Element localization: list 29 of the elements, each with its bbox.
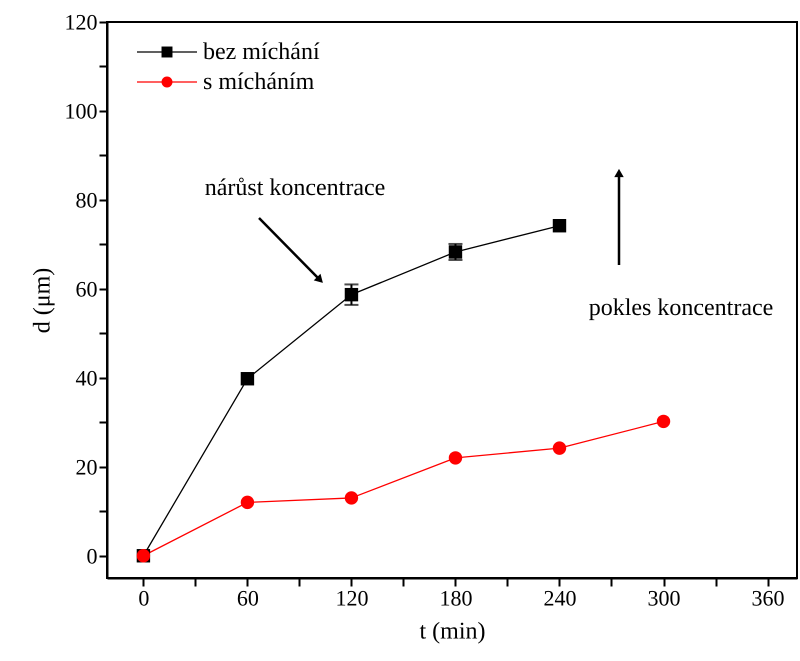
x-tick-label: 300 [648, 586, 681, 610]
y-tick-label: 100 [64, 98, 98, 124]
point [552, 219, 566, 232]
x-tick-label: 60 [236, 586, 259, 610]
x-axis-title: t (min) [420, 618, 486, 644]
annotation: nárůst koncentrace [204, 175, 386, 201]
x-tick-label: 0 [138, 586, 150, 610]
y-axis-title: d (μm) [30, 268, 56, 334]
y-tick-label: 40 [76, 365, 98, 390]
point [240, 372, 254, 386]
y-tick-label: 0 [86, 543, 98, 568]
legend-label: s mícháním [203, 69, 315, 95]
y-tick-label: 80 [76, 187, 98, 212]
x-tick-label: 180 [439, 586, 472, 610]
point [448, 451, 462, 465]
point [344, 288, 358, 302]
x-tick-label: 360 [752, 586, 785, 610]
x-tick-label: 120 [335, 586, 368, 610]
point [240, 496, 254, 510]
point [448, 245, 462, 259]
point [552, 441, 566, 455]
y-tick-label: 20 [76, 454, 98, 480]
x-tick-label: 240 [543, 586, 576, 610]
point [344, 491, 358, 505]
y-tick-label: 60 [76, 276, 98, 302]
y-tick-label: 120 [64, 10, 98, 34]
legend-label: bez míchání [203, 39, 320, 65]
point [656, 414, 670, 428]
annotation: pokles koncentrace [588, 295, 774, 321]
